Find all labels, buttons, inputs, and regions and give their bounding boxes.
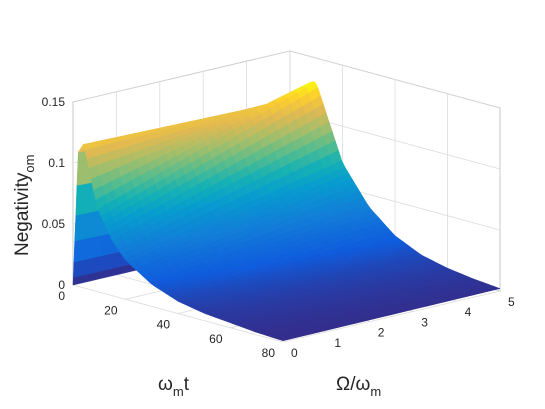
surface-patch <box>76 150 88 186</box>
tick-labels: 0 0.05 0.1 0.15 0 20 40 60 80 0 1 2 3 4 5 <box>42 95 515 360</box>
surface-patch <box>75 183 87 216</box>
y-tick-label: 1 <box>334 336 341 350</box>
y-tick-label: 0 <box>291 346 298 360</box>
surface-patch <box>91 234 103 259</box>
z-axis-label-sub: om <box>22 155 37 173</box>
x-tick-label: 80 <box>262 346 276 360</box>
surface-patch <box>73 259 84 278</box>
y-axis-label-main: Ω/ω <box>336 374 370 395</box>
y-tick-label: 3 <box>421 315 428 329</box>
y-tick-label: 5 <box>508 295 515 309</box>
x-tick-label: 60 <box>209 332 223 346</box>
x-tick-label: 0 <box>58 289 65 303</box>
surface-patch <box>73 238 85 263</box>
z-tick-label: 0.05 <box>42 217 66 231</box>
y-tick-label: 2 <box>378 326 385 340</box>
z-axis-label-main: Negativity <box>12 172 33 256</box>
x-axis-label-symbol: ω <box>158 374 173 395</box>
x-axis-label-sub: m <box>173 384 184 399</box>
x-tick-label: 20 <box>104 303 118 317</box>
surface-patch <box>484 286 501 291</box>
z-axis-label: Negativityom <box>12 155 37 256</box>
surface-mesh <box>72 81 501 342</box>
x-axis-label: ωmt <box>158 374 190 399</box>
surface-patch <box>82 257 93 276</box>
x-axis-label-main: t <box>184 374 190 395</box>
z-tick-label: 0.15 <box>42 95 66 109</box>
surface-patch <box>83 211 95 240</box>
z-tick-label: 0.1 <box>48 156 65 170</box>
surface-patch <box>109 251 120 270</box>
y-tick-label: 4 <box>465 305 472 319</box>
surface-patch <box>74 213 86 242</box>
x-tick-label: 40 <box>157 318 171 332</box>
y-axis-label: Ω/ωm <box>336 374 381 399</box>
surface-patch <box>100 232 112 257</box>
y-axis-label-sub: m <box>370 384 381 399</box>
surface-patch <box>91 255 102 274</box>
z-tick-label: 0 <box>58 278 65 292</box>
surface-patch <box>82 236 94 261</box>
surface-patch <box>100 253 111 272</box>
